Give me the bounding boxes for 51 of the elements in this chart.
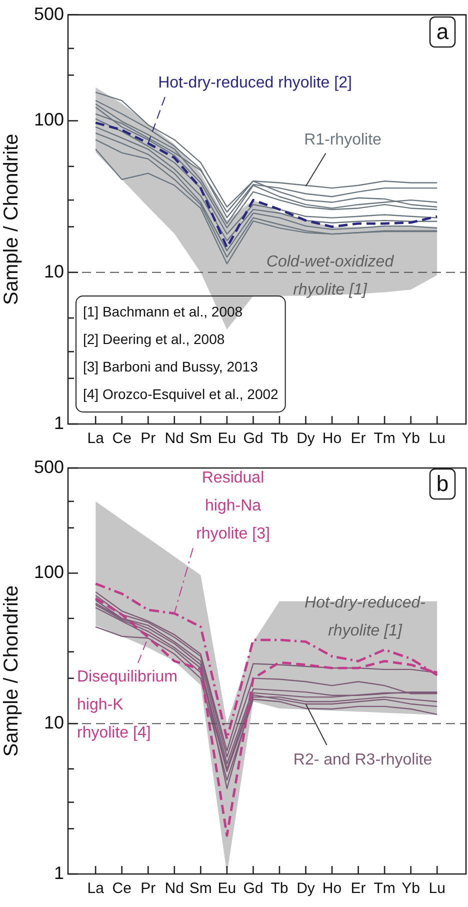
x-tick-label: Yb <box>402 880 420 898</box>
y-tick-label: 1 <box>54 412 64 433</box>
x-tick-label: Tb <box>270 880 288 898</box>
x-tick-label: Lu <box>428 430 446 448</box>
x-tick-label: Dy <box>296 430 316 448</box>
annotation: [4] Orozco-Esquivel et al., 2002 <box>83 386 279 402</box>
text: Residual high-Na rhyolite [3] <box>196 469 270 542</box>
x-tick-label: Er <box>350 880 366 898</box>
x-tick-label: Sm <box>189 880 212 898</box>
x-tick-label: Dy <box>296 880 316 898</box>
x-tick-label: Yb <box>402 430 420 448</box>
y-tick-label: 1 <box>54 862 64 883</box>
y-tick-label: 100 <box>34 562 64 582</box>
x-tick-label: Eu <box>218 880 236 898</box>
x-tick-label: Ce <box>112 430 132 448</box>
x-tick-label: La <box>87 430 105 448</box>
y-axis-title: Sample / Chondrite <box>0 585 23 757</box>
annotation: Hot-dry-reduced-rhyolite [1] <box>304 594 426 640</box>
y-tick-label: 500 <box>34 4 64 24</box>
x-tick-label: Pr <box>140 880 156 898</box>
y-axis-title: Sample / Chondrite <box>0 134 23 305</box>
x-tick-label: Ho <box>322 430 342 448</box>
x-tick-label: Sm <box>189 430 212 448</box>
x-tick-label: Eu <box>218 430 236 448</box>
annotation: Cold-wet-oxidized rhyolite [1] <box>266 253 395 298</box>
annotation: R2- and R3-rhyolite <box>293 751 432 768</box>
x-tick-label: Tm <box>374 880 396 898</box>
y-tick-label: 500 <box>34 456 64 477</box>
x-tick-label: Ho <box>322 880 342 898</box>
annotation: [3] Barboni and Bussy, 2013 <box>83 358 258 375</box>
legend-label: Disequilibrium high-K rhyolite [4] <box>77 668 178 742</box>
x-tick-label: Tb <box>270 430 288 448</box>
annotation: [1] Bachmann et al., 2008 <box>83 304 243 320</box>
y-tick-label: 100 <box>34 110 64 130</box>
x-tick-label: La <box>87 880 105 898</box>
x-tick-label: Gd <box>243 880 264 898</box>
x-tick-label: Er <box>350 430 366 448</box>
chart-title: b <box>436 471 449 496</box>
x-tick-label: Lu <box>428 880 446 898</box>
x-tick-label: Ce <box>112 880 132 898</box>
x-tick-label: Nd <box>164 880 184 898</box>
x-tick-label: Nd <box>164 430 184 448</box>
annotation: [2] Deering et al., 2008 <box>83 331 225 348</box>
y-tick-label: 10 <box>44 261 64 282</box>
x-tick-label: Tm <box>374 430 396 448</box>
x-tick-label: Pr <box>140 430 156 448</box>
x-tick-label: Gd <box>243 430 264 448</box>
annotation: R1-rhyolite <box>304 132 382 149</box>
y-tick-label: 10 <box>44 712 64 733</box>
chart-title: a <box>436 19 450 44</box>
text: Hot-dry-reduced rhyolite [2] <box>158 74 352 92</box>
